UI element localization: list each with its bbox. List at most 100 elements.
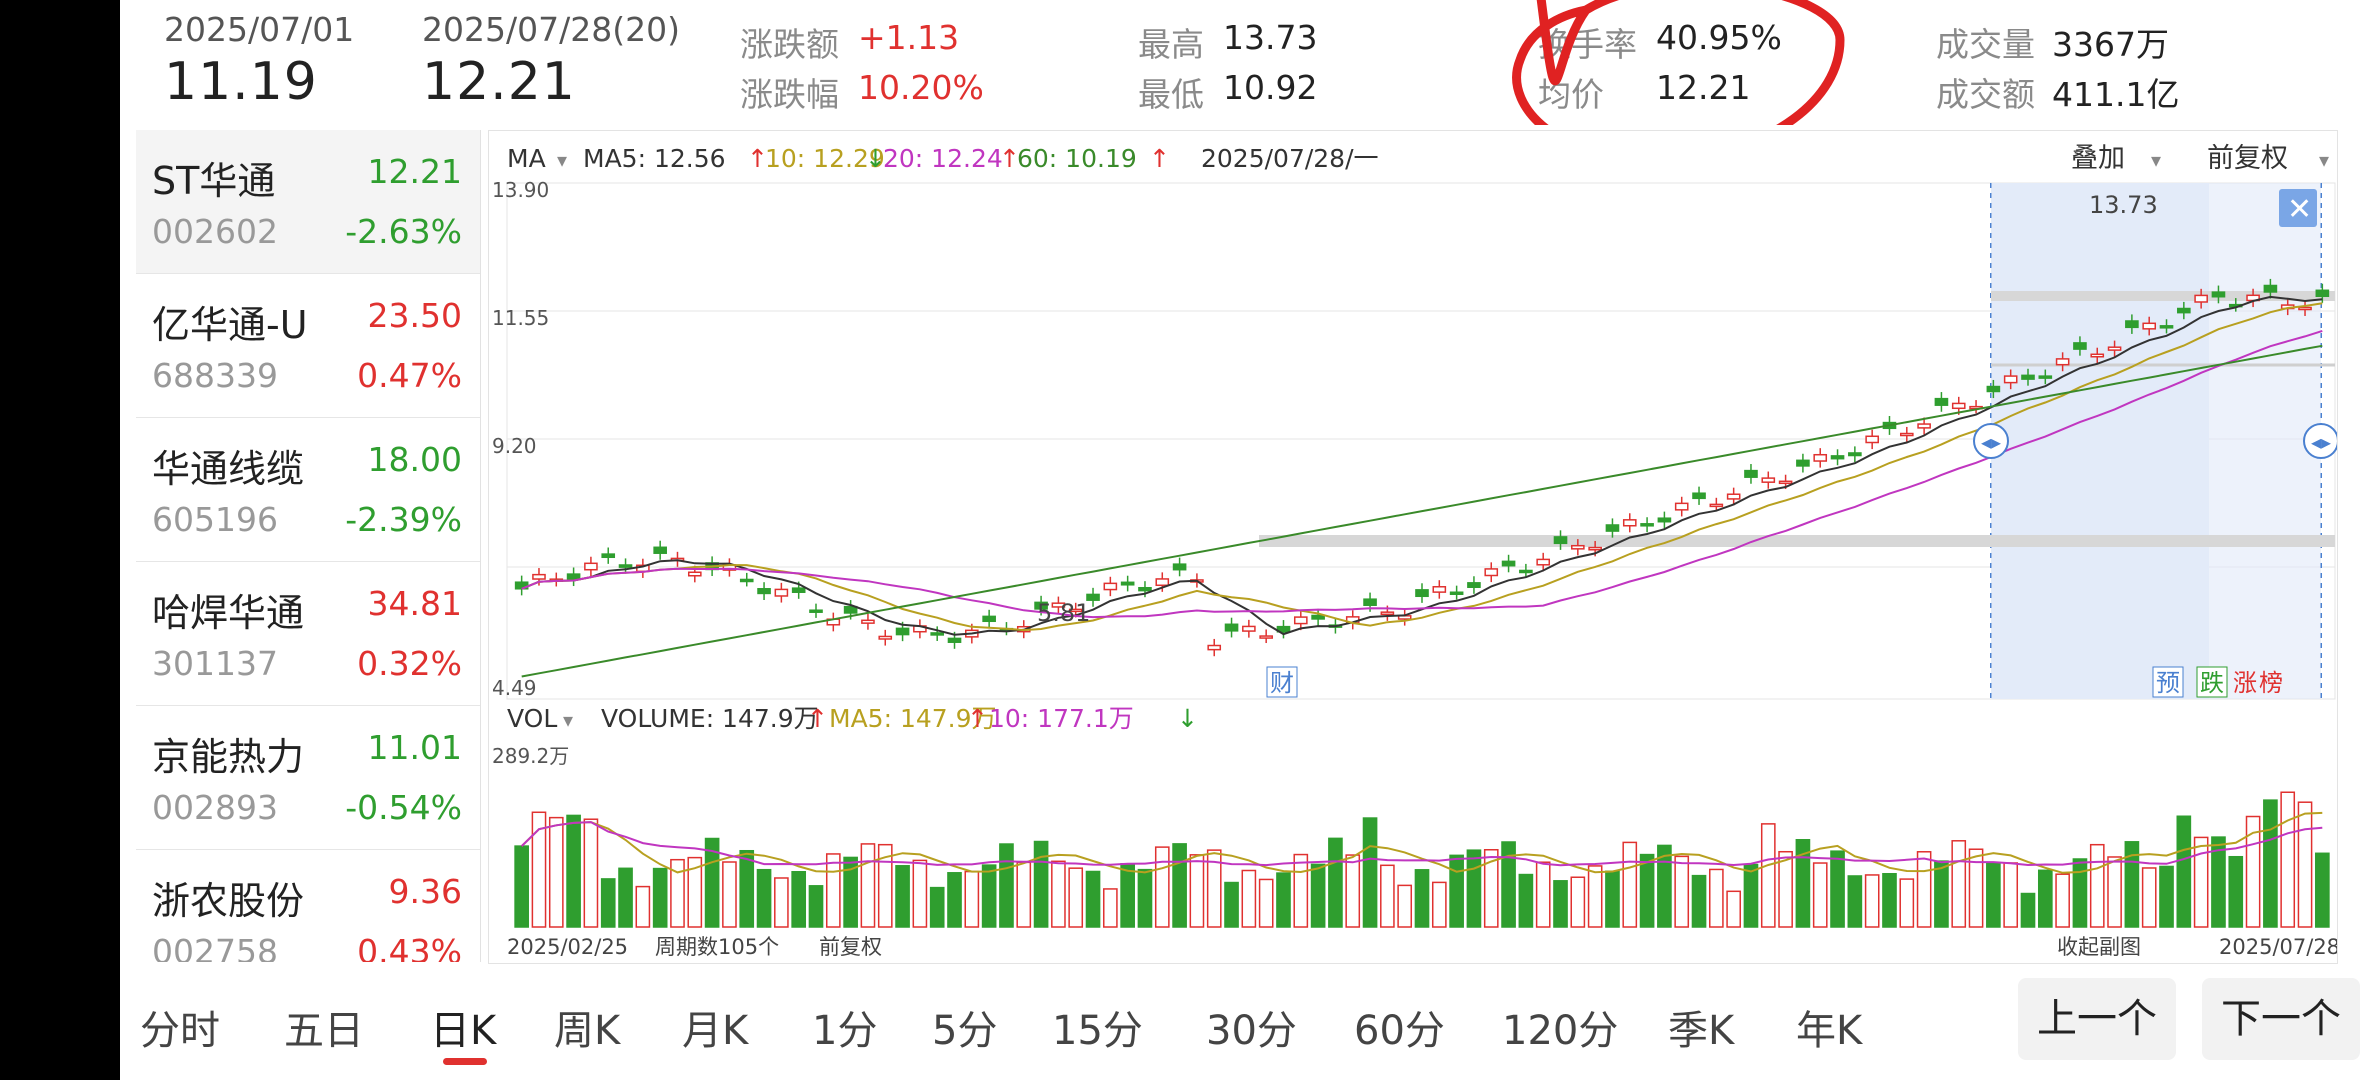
stock-list-item[interactable]: 华通线缆 605196 18.00 -2.39% <box>136 418 480 562</box>
tab-period[interactable]: 60分 <box>1354 1008 1445 1054</box>
candle-body <box>757 588 771 595</box>
volume-bar <box>1466 849 1482 928</box>
stock-change-pct: 0.47% <box>357 356 462 395</box>
stock-change-pct: -2.39% <box>345 500 462 539</box>
volume-bar <box>1328 837 1343 928</box>
y-tick-label: 11.55 <box>492 306 549 330</box>
vol-indicator-selector[interactable]: VOL <box>507 704 557 733</box>
tab-period[interactable]: 季K <box>1668 1008 1735 1054</box>
volume-bar <box>2055 873 2070 928</box>
tab-period[interactable]: 日K <box>430 1008 497 1054</box>
ma-legend-item: MA5: 12.56 <box>583 144 726 173</box>
volume-bar <box>2124 841 2140 928</box>
candle-body <box>1432 586 1447 593</box>
tab-period[interactable]: 周K <box>554 1008 621 1054</box>
volume-bar <box>739 849 755 928</box>
kline-chart-panel[interactable]: MA ▾ MA5: 12.56 10: 12.29 20: 12.24 60: 10.19… <box>488 130 2340 964</box>
trend-arrow-icon: ↑ <box>999 144 1020 173</box>
tab-period[interactable]: 年K <box>1796 1008 1863 1054</box>
selection-range-fill[interactable] <box>1991 183 2321 699</box>
chevron-down-icon[interactable]: ▾ <box>2151 148 2161 172</box>
volume-bar <box>2297 801 2313 928</box>
stock-name: 华通线缆 <box>152 447 305 491</box>
forecast-event-marker-label[interactable]: 预 <box>2156 669 2180 697</box>
volume-bar <box>2020 892 2036 928</box>
candle-body <box>2055 358 2070 366</box>
close-selection-button[interactable] <box>2279 189 2317 227</box>
volume-bar <box>1535 861 1551 928</box>
vol-legend-item: VOLUME: 147.9万 <box>601 704 819 733</box>
volume-bar <box>1899 878 1915 928</box>
volume-bar <box>2263 799 2278 928</box>
tab-period[interactable]: 五日 <box>284 1008 364 1054</box>
stock-price: 11.01 <box>367 728 462 767</box>
rise-event-marker[interactable]: 涨 <box>2233 669 2257 697</box>
adjust-mode-button[interactable]: 前复权 <box>2207 143 2288 174</box>
collapse-subchart-button[interactable]: 收起副图 <box>2057 935 2141 959</box>
vol-legend-item: 10: 177.1万 <box>989 704 1134 733</box>
candle-body <box>1086 593 1100 601</box>
drag-arrows-icon[interactable]: ◂▸ <box>1981 430 2001 454</box>
candle-body <box>2159 325 2174 329</box>
chevron-down-icon[interactable]: ▾ <box>557 148 567 172</box>
candle-body <box>1155 578 1170 587</box>
candle-body <box>2107 346 2122 351</box>
volume-bar <box>1864 874 1880 928</box>
tab-period[interactable]: 15分 <box>1052 1008 1143 1054</box>
finance-event-marker[interactable] <box>1266 666 1298 698</box>
candle-body <box>1848 452 1862 457</box>
candle-body <box>2142 322 2157 330</box>
volume-bar <box>1051 860 1066 928</box>
stock-list-item[interactable]: 浙农股份 002758 9.36 0.43% <box>136 850 480 962</box>
volume-bar <box>808 885 824 928</box>
fall-event-marker-label[interactable]: 跌 <box>2200 669 2224 697</box>
candle-body <box>1449 591 1464 595</box>
candle-body <box>1761 477 1776 483</box>
stock-list-item[interactable]: 京能热力 002893 11.01 -0.54% <box>136 706 480 850</box>
tab-period[interactable]: 120分 <box>1502 1008 1619 1054</box>
stock-list-item[interactable]: 哈焊华通 301137 34.81 0.32% <box>136 562 480 706</box>
period-tab-bar: 上一个 下一个 分时 五日 日K 周K 月K 1分 5分 15分 30分 60分 120分 季K 年K <box>120 970 2376 1080</box>
trend-arrow-icon: ↓ <box>1177 704 1198 733</box>
prev-stock-button[interactable]: 上一个 <box>2018 978 2176 1060</box>
next-stock-button[interactable]: 下一个 <box>2202 978 2360 1060</box>
tab-period[interactable]: 1分 <box>812 1008 878 1054</box>
volume-label: 成交量 <box>1936 25 2035 64</box>
finance-event-marker-label[interactable]: 财 <box>1270 669 1294 697</box>
stock-list-item[interactable]: ST华通 002602 12.21 -2.63% <box>136 130 480 274</box>
candle-body <box>1796 459 1810 467</box>
forecast-event-marker[interactable] <box>2152 666 2184 698</box>
volume-bar <box>964 870 980 928</box>
tab-period[interactable]: 分时 <box>140 1008 220 1054</box>
candle-body <box>1571 544 1585 550</box>
volume-bar <box>1882 872 1897 928</box>
ma-indicator-selector[interactable]: MA <box>507 144 546 173</box>
trend-arrow-icon: ↑ <box>747 144 768 173</box>
drag-arrows-icon[interactable]: ◂▸ <box>2311 430 2331 454</box>
range-handle-left[interactable] <box>1973 423 2009 459</box>
candle-body <box>1068 608 1083 613</box>
rank-event-marker[interactable]: 榜 <box>2259 669 2283 697</box>
candle-body <box>895 627 910 636</box>
overlay-button[interactable]: 叠加 <box>2071 143 2125 174</box>
chevron-down-icon[interactable]: ▾ <box>563 708 573 732</box>
fall-event-marker[interactable] <box>2196 666 2228 698</box>
volume-bar <box>2159 865 2174 928</box>
candle-body <box>1138 586 1152 592</box>
candle-body <box>1951 402 1966 410</box>
stock-list-item[interactable]: 亿华通-U 688339 23.50 0.47% <box>136 274 480 418</box>
candle-body <box>1709 503 1724 508</box>
volume-bar <box>2141 867 2157 928</box>
annotation-circle <box>1512 0 1845 125</box>
close-icon[interactable]: ✕ <box>2287 192 2312 227</box>
volume-bar <box>2003 862 2019 928</box>
tab-period[interactable]: 月K <box>682 1008 749 1054</box>
tab-period[interactable]: 30分 <box>1206 1008 1297 1054</box>
tab-period[interactable]: 5分 <box>932 1008 998 1054</box>
volume-ma-line <box>521 811 2323 874</box>
volume-bar <box>635 885 651 928</box>
volume-bar <box>2315 852 2330 928</box>
chevron-down-icon[interactable]: ▾ <box>2319 148 2329 172</box>
candle-body <box>982 615 996 623</box>
